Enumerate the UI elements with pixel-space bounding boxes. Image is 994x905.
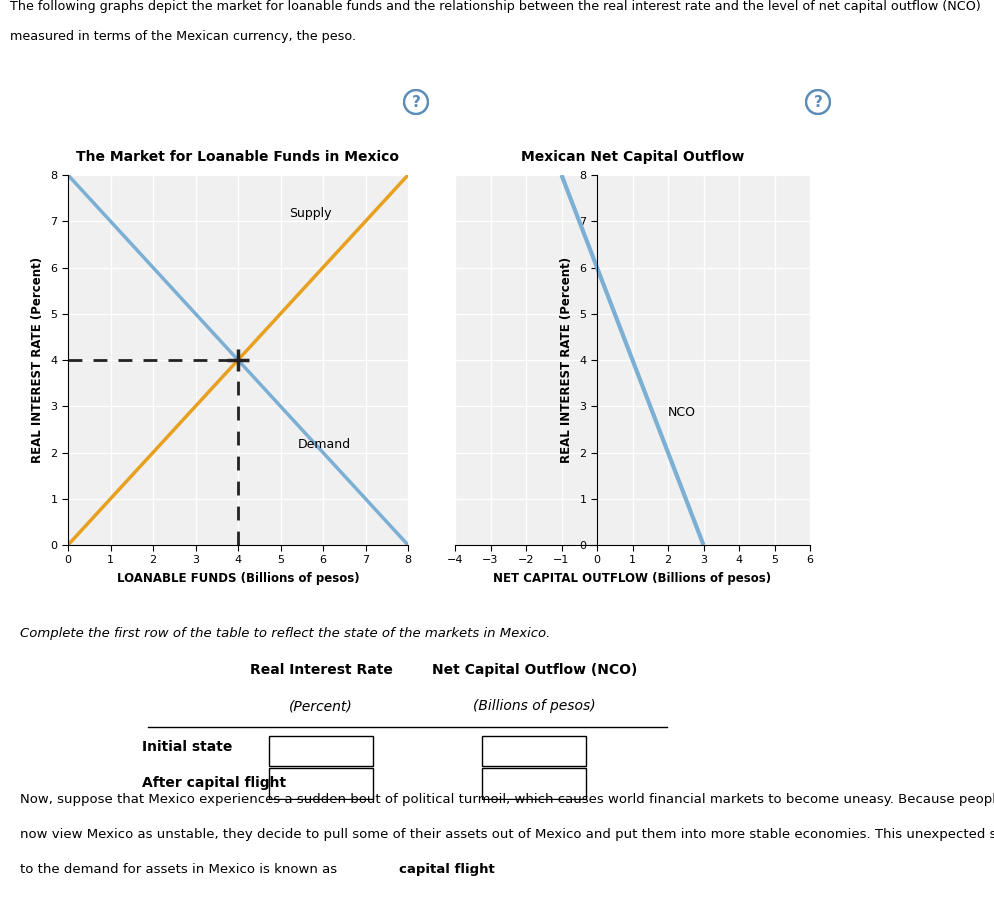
Y-axis label: REAL INTEREST RATE (Percent): REAL INTEREST RATE (Percent) (560, 257, 573, 463)
Text: NCO: NCO (668, 405, 696, 418)
Text: (Percent): (Percent) (289, 700, 353, 713)
Text: measured in terms of the Mexican currency, the peso.: measured in terms of the Mexican currenc… (10, 30, 356, 43)
FancyBboxPatch shape (269, 767, 373, 798)
FancyBboxPatch shape (269, 736, 373, 767)
Text: Initial state: Initial state (142, 739, 233, 754)
FancyBboxPatch shape (482, 767, 586, 798)
Text: Real Interest Rate: Real Interest Rate (249, 662, 393, 677)
Text: After capital flight: After capital flight (142, 776, 286, 790)
Text: .: . (468, 863, 472, 876)
Text: ?: ? (813, 94, 822, 110)
Text: Net Capital Outflow (NCO): Net Capital Outflow (NCO) (431, 662, 637, 677)
X-axis label: LOANABLE FUNDS (Billions of pesos): LOANABLE FUNDS (Billions of pesos) (116, 572, 359, 586)
Text: ?: ? (412, 94, 420, 110)
Y-axis label: REAL INTEREST RATE (Percent): REAL INTEREST RATE (Percent) (31, 257, 44, 463)
Text: Demand: Demand (297, 438, 351, 451)
Circle shape (806, 90, 830, 114)
X-axis label: NET CAPITAL OUTFLOW (Billions of pesos): NET CAPITAL OUTFLOW (Billions of pesos) (493, 572, 771, 586)
Text: now view Mexico as unstable, they decide to pull some of their assets out of Mex: now view Mexico as unstable, they decide… (20, 828, 994, 841)
Title: The Market for Loanable Funds in Mexico: The Market for Loanable Funds in Mexico (77, 150, 400, 164)
Text: Now, suppose that Mexico experiences a sudden bout of political turmoil, which c: Now, suppose that Mexico experiences a s… (20, 793, 994, 805)
Text: capital flight: capital flight (399, 863, 495, 876)
Text: to the demand for assets in Mexico is known as: to the demand for assets in Mexico is kn… (20, 863, 341, 876)
Text: (Billions of pesos): (Billions of pesos) (473, 700, 595, 713)
Circle shape (404, 90, 428, 114)
FancyBboxPatch shape (482, 736, 586, 767)
Title: Mexican Net Capital Outflow: Mexican Net Capital Outflow (521, 150, 745, 164)
Text: Complete the first row of the table to reflect the state of the markets in Mexic: Complete the first row of the table to r… (20, 627, 551, 640)
Text: The following graphs depict the market for loanable funds and the relationship b: The following graphs depict the market f… (10, 0, 981, 13)
Text: Supply: Supply (289, 206, 332, 220)
